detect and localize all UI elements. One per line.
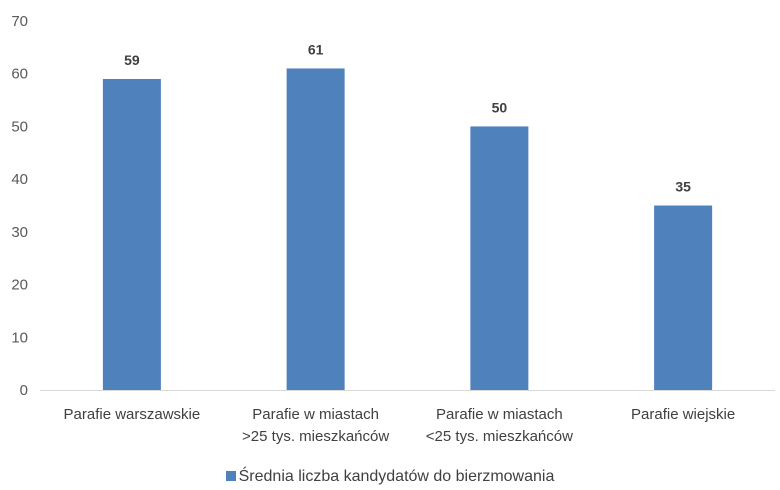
- x-category-label: >25 tys. mieszkańców: [242, 428, 389, 445]
- data-labels: 59 61 50 35: [124, 41, 691, 194]
- legend-swatch: [225, 471, 236, 481]
- y-axis-tick-labels: 0 10 20 30 40 50 60 70: [11, 13, 28, 399]
- bar: [470, 126, 529, 390]
- legend-label: Średnia liczba kandydatów do bierzmowani…: [238, 468, 555, 485]
- y-tick-label: 0: [20, 382, 28, 399]
- bar: [286, 68, 345, 390]
- bar: [654, 205, 713, 390]
- x-category-label: <25 tys. mieszkańców: [426, 428, 573, 445]
- data-label: 35: [675, 179, 691, 195]
- y-tick-label: 60: [11, 66, 28, 83]
- x-category-label: Parafie w miastach: [252, 406, 379, 423]
- x-category-label: Parafie wiejskie: [631, 406, 735, 423]
- y-tick-label: 20: [11, 277, 28, 294]
- data-label: 50: [492, 99, 508, 115]
- bars: [102, 68, 713, 390]
- bar: [102, 78, 161, 390]
- data-label: 61: [308, 41, 324, 57]
- x-axis-category-labels: Parafie warszawskie Parafie w miastach >25…: [64, 406, 736, 445]
- y-tick-label: 10: [11, 329, 28, 346]
- y-tick-label: 50: [11, 118, 28, 135]
- x-category-label: Parafie w miastach: [436, 406, 563, 423]
- y-tick-label: 40: [11, 171, 28, 188]
- legend: Średnia liczba kandydatów do bierzmowani…: [0, 468, 780, 486]
- data-label: 59: [124, 52, 140, 68]
- y-tick-label: 70: [11, 13, 28, 30]
- y-tick-label: 30: [11, 224, 28, 241]
- x-category-label: Parafie warszawskie: [64, 406, 201, 423]
